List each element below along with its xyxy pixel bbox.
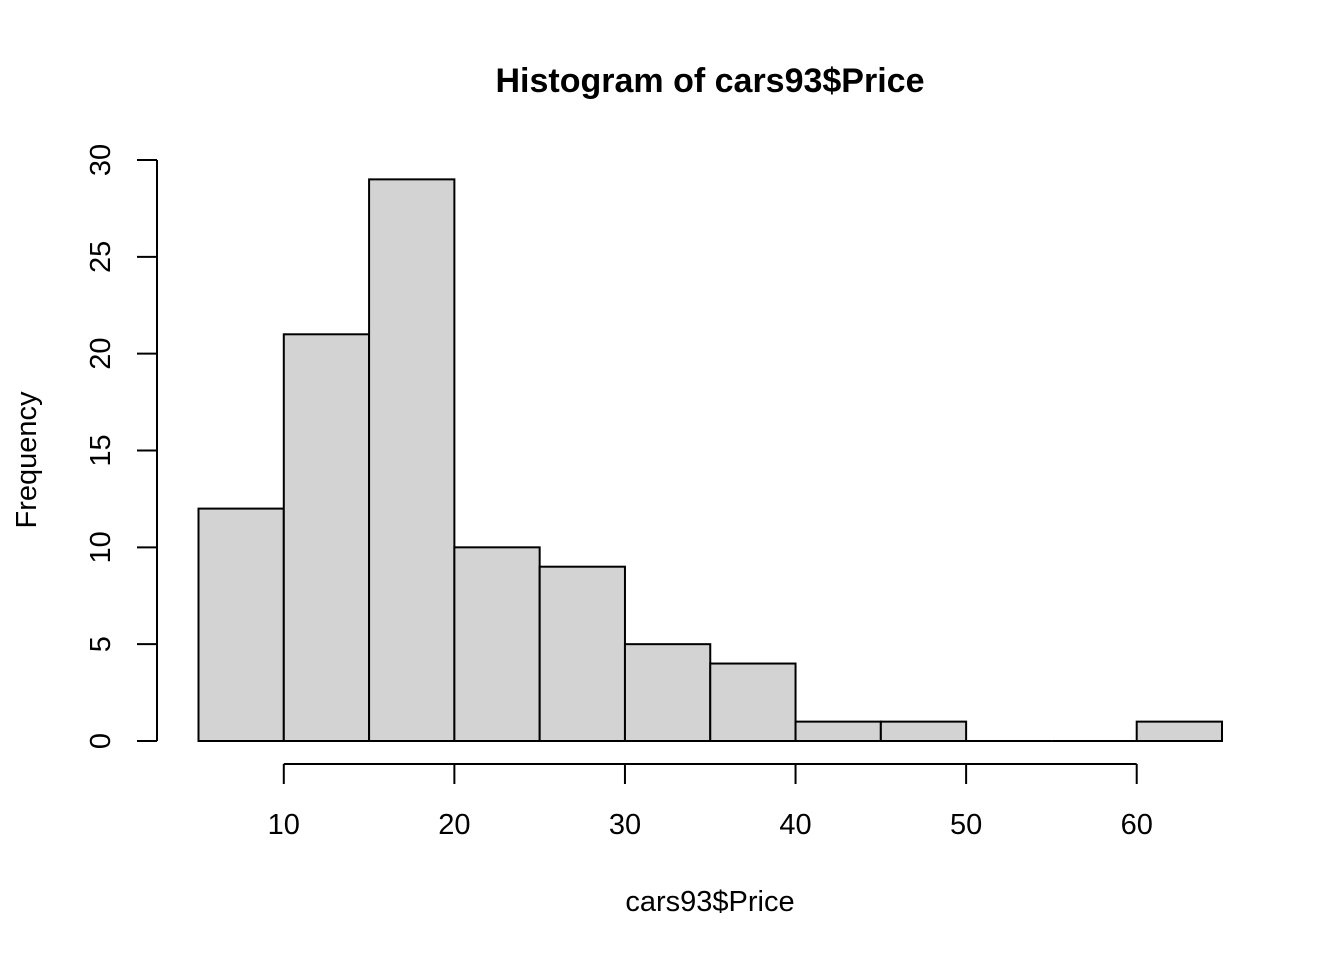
y-tick-label: 15 bbox=[85, 434, 117, 466]
histogram-bar bbox=[282, 333, 371, 742]
y-axis: 0 5 10 15 20 25 30 bbox=[85, 144, 158, 749]
x-tick-label: 60 bbox=[1121, 809, 1153, 841]
y-tick-label: 20 bbox=[85, 338, 117, 370]
x-axis: 10 20 30 40 50 60 bbox=[268, 763, 1153, 841]
y-tick-label: 0 bbox=[85, 733, 117, 749]
histogram-bar bbox=[794, 720, 882, 743]
x-tick-label: 20 bbox=[438, 809, 470, 841]
y-tick-label: 10 bbox=[85, 531, 117, 563]
histogram-bar bbox=[1135, 720, 1224, 743]
y-tick-label: 25 bbox=[85, 241, 117, 273]
histogram-bar bbox=[879, 720, 968, 743]
x-tick-label: 30 bbox=[609, 809, 641, 841]
y-axis-title: Frequency bbox=[11, 391, 43, 529]
histogram-bar bbox=[197, 507, 285, 742]
x-tick-label: 50 bbox=[950, 809, 982, 841]
bars-group bbox=[197, 178, 1224, 743]
chart-title: Histogram of cars93$Price bbox=[496, 62, 925, 100]
x-tick-label: 40 bbox=[779, 809, 811, 841]
x-tick-label: 10 bbox=[268, 809, 300, 841]
histogram-bar bbox=[623, 643, 712, 743]
histogram-bar bbox=[368, 178, 456, 743]
y-tick-label: 30 bbox=[85, 144, 117, 176]
x-axis-title: cars93$Price bbox=[625, 886, 794, 918]
histogram-bar bbox=[453, 546, 541, 742]
y-tick-label: 5 bbox=[85, 636, 117, 652]
histogram-bar bbox=[538, 565, 626, 743]
histogram-bar bbox=[709, 662, 797, 742]
